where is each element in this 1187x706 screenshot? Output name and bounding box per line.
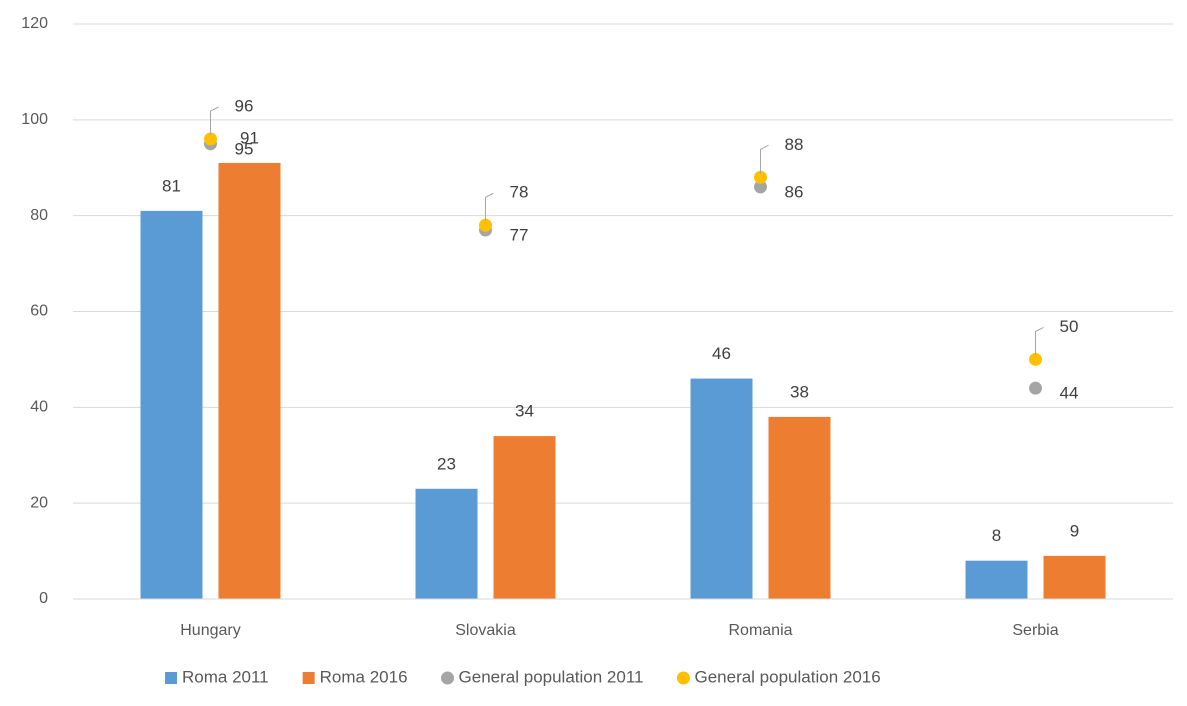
legend-swatch (441, 671, 455, 685)
bar (768, 416, 831, 599)
legend-swatch (302, 672, 315, 684)
dot (479, 218, 492, 232)
y-tick-label: 0 (39, 590, 48, 607)
y-tick-label: 40 (30, 399, 48, 416)
data-label: 91 (240, 128, 259, 147)
data-label: 38 (790, 382, 809, 401)
x-tick-label: Hungary (180, 622, 240, 639)
data-label: 23 (437, 454, 456, 473)
y-tick-label: 120 (21, 15, 48, 32)
y-tick-label: 60 (30, 303, 48, 320)
x-tick-label: Serbia (1012, 622, 1058, 639)
leader-line (1035, 326, 1044, 356)
dot (204, 132, 217, 146)
data-label: 34 (515, 402, 534, 421)
leader-line (760, 144, 769, 174)
bar (493, 436, 556, 599)
legend-label: General population 2016 (694, 667, 880, 686)
leader-line (485, 192, 494, 222)
bar (965, 560, 1028, 599)
data-label: 88 (785, 135, 804, 154)
legend-label: General population 2011 (459, 667, 644, 686)
data-label: 9 (1070, 521, 1079, 540)
bar (1043, 555, 1106, 599)
data-label: 44 (1060, 384, 1079, 403)
data-label: 50 (1060, 317, 1079, 336)
data-label: 95 (235, 139, 254, 158)
legend-label: Roma 2011 (182, 667, 269, 686)
dot (1029, 352, 1042, 366)
y-tick-label: 80 (30, 207, 48, 224)
data-label: 8 (992, 526, 1001, 545)
bar (140, 210, 203, 599)
dot (754, 180, 767, 194)
data-label: 77 (510, 226, 529, 245)
x-tick-label: Romania (728, 622, 792, 639)
legend-label: Roma 2016 (320, 667, 408, 686)
bar (690, 378, 753, 599)
data-label: 81 (162, 176, 181, 195)
dot (754, 170, 767, 184)
bar (218, 162, 281, 600)
x-tick-label: Slovakia (455, 622, 516, 639)
data-label: 78 (510, 183, 529, 202)
dot (1029, 381, 1042, 395)
data-label: 46 (712, 344, 731, 363)
bar (415, 488, 478, 599)
leader-line (210, 106, 219, 135)
y-tick-label: 100 (21, 111, 48, 128)
y-tick-label: 20 (30, 494, 48, 511)
legend-swatch (165, 672, 177, 684)
legend-swatch (676, 671, 690, 685)
data-label: 86 (785, 182, 804, 201)
data-label: 96 (235, 96, 254, 115)
